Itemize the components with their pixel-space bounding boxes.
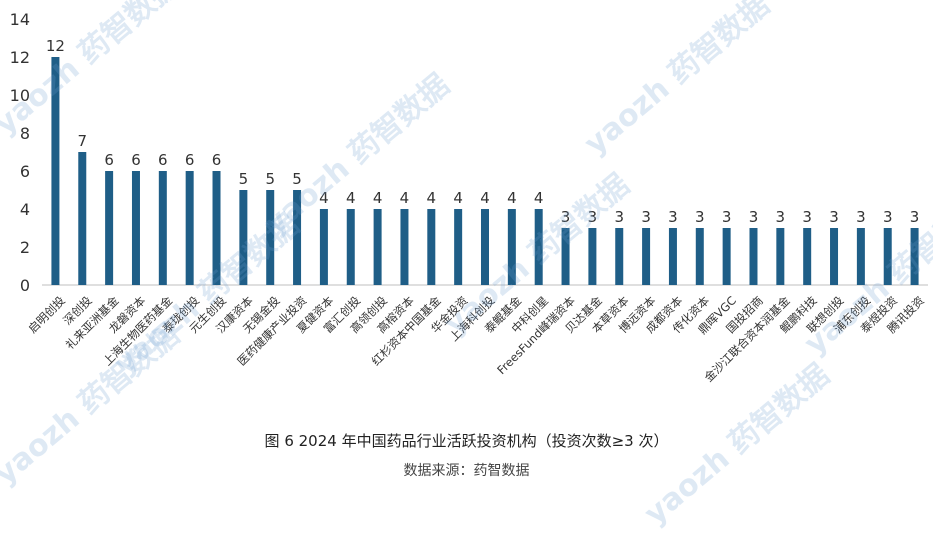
y-tick-label: 10	[10, 86, 30, 105]
bar	[293, 190, 302, 285]
bar	[78, 152, 87, 285]
data-label: 7	[77, 132, 87, 150]
data-label: 6	[212, 151, 222, 169]
data-label: 3	[776, 208, 786, 226]
bar	[454, 209, 463, 285]
bar	[507, 209, 516, 285]
bar	[749, 228, 758, 285]
data-label: 5	[292, 170, 302, 188]
x-tick-label: 启明创投	[25, 293, 68, 336]
data-label: 4	[480, 189, 490, 207]
bar	[131, 171, 140, 285]
data-label: 3	[749, 208, 759, 226]
data-label: 6	[104, 151, 114, 169]
data-label: 3	[668, 208, 678, 226]
bar	[642, 228, 651, 285]
bar	[346, 209, 355, 285]
data-label: 12	[46, 37, 65, 55]
data-label: 6	[131, 151, 141, 169]
data-label: 3	[561, 208, 571, 226]
data-label: 3	[829, 208, 839, 226]
bar	[776, 228, 785, 285]
data-label: 6	[185, 151, 195, 169]
data-label: 4	[453, 189, 463, 207]
data-label: 3	[722, 208, 732, 226]
bar	[373, 209, 382, 285]
bar	[51, 57, 60, 285]
bar	[319, 209, 328, 285]
bar	[266, 190, 275, 285]
data-label: 5	[239, 170, 249, 188]
bar	[588, 228, 597, 285]
chart-source: 数据来源：药智数据	[403, 463, 530, 479]
data-label: 4	[427, 189, 437, 207]
data-label: 5	[265, 170, 275, 188]
bar	[481, 209, 489, 285]
bar	[561, 228, 570, 285]
chart-title: 图 6 2024 年中国药品行业活跃投资机构（投资次数≥3 次）	[264, 432, 669, 450]
data-label: 4	[400, 189, 410, 207]
bar	[400, 209, 409, 285]
bar	[803, 228, 812, 285]
data-label: 3	[614, 208, 624, 226]
bar	[105, 171, 114, 285]
bar	[856, 228, 865, 285]
data-label: 3	[588, 208, 598, 226]
data-label: 3	[883, 208, 893, 226]
bar	[722, 228, 731, 285]
bar	[158, 171, 167, 285]
y-tick-label: 8	[20, 124, 30, 143]
bar	[427, 209, 436, 285]
bar	[212, 171, 221, 285]
y-tick-label: 2	[20, 238, 30, 257]
data-label: 4	[319, 189, 329, 207]
y-tick-label: 14	[10, 10, 30, 29]
bar	[695, 228, 704, 285]
data-label: 3	[856, 208, 866, 226]
bar	[615, 228, 624, 285]
y-tick-label: 0	[20, 276, 30, 295]
data-label: 3	[695, 208, 705, 226]
data-label: 4	[373, 189, 383, 207]
data-label: 6	[158, 151, 168, 169]
data-label: 3	[802, 208, 812, 226]
bar	[830, 228, 839, 285]
data-label: 3	[641, 208, 651, 226]
bar	[910, 228, 919, 285]
y-tick-label: 12	[10, 48, 30, 67]
bar	[239, 190, 248, 285]
bar	[534, 209, 543, 285]
data-label: 4	[346, 189, 356, 207]
bar	[668, 228, 677, 285]
data-label: 4	[507, 189, 517, 207]
bar	[883, 228, 892, 285]
bar	[185, 171, 194, 285]
bar-chart: 0246810121412启明创投7深创投6礼来亚洲基金6龙磐资本6上海生物医药…	[10, 10, 928, 385]
data-label: 4	[534, 189, 544, 207]
y-tick-label: 6	[20, 162, 30, 181]
data-label: 3	[910, 208, 920, 226]
y-tick-label: 4	[20, 200, 30, 219]
